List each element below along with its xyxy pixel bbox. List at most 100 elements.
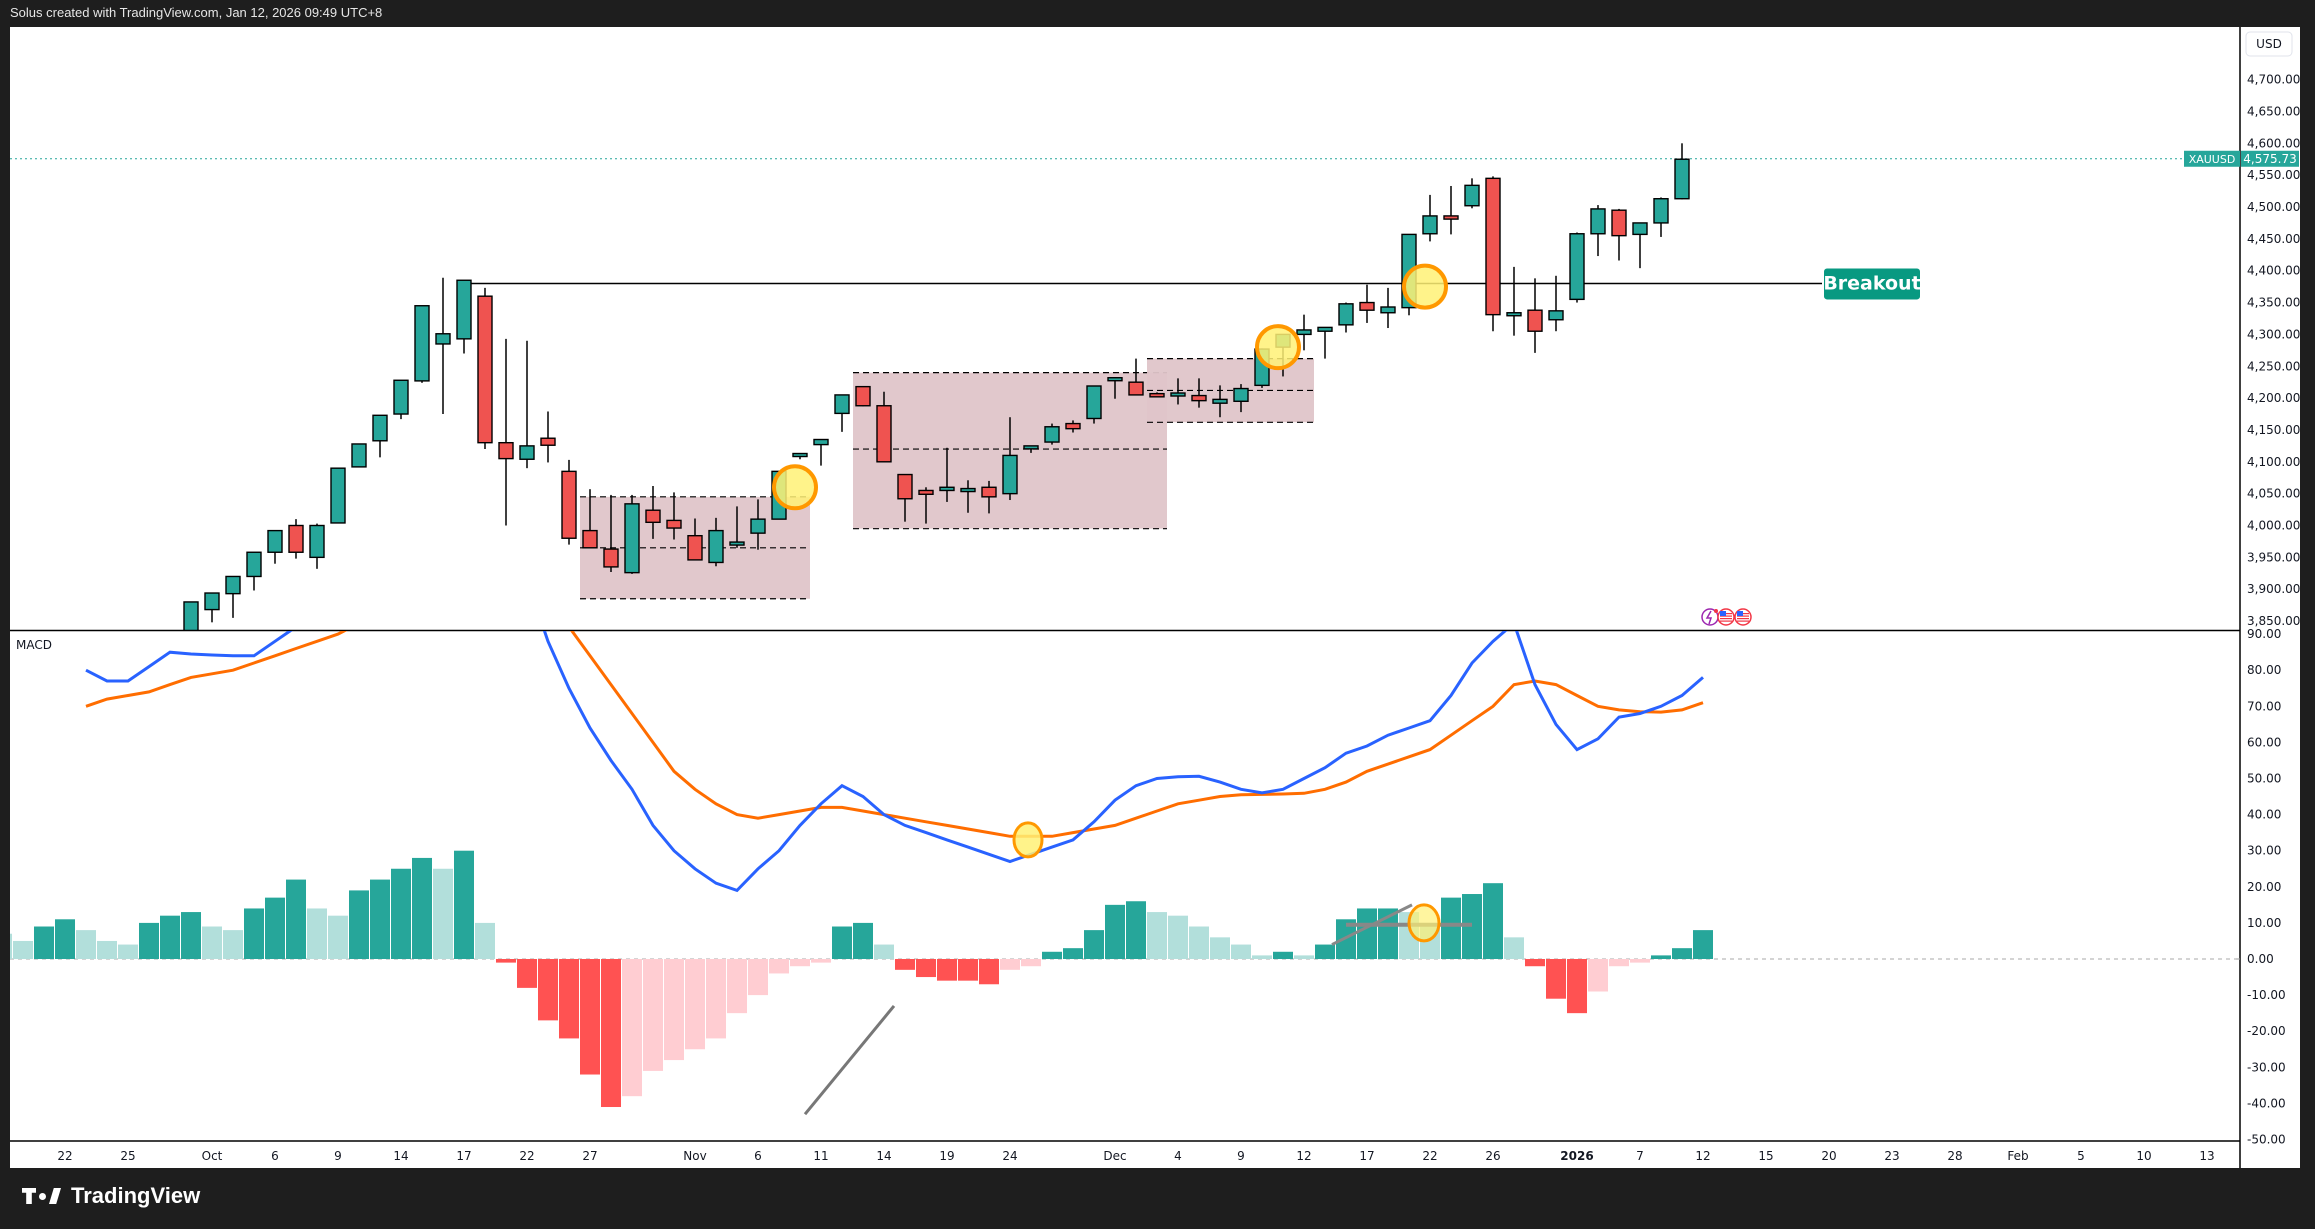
macd-pane-label: MACD bbox=[16, 638, 52, 652]
candle-body bbox=[750, 518, 766, 534]
currency-button[interactable] bbox=[2245, 31, 2293, 57]
macd-histogram-bar bbox=[223, 930, 243, 959]
macd-tick-label: 80.00 bbox=[2247, 663, 2281, 677]
candle bbox=[960, 480, 976, 513]
candle-body bbox=[855, 385, 871, 407]
time-tick-label: 14 bbox=[876, 1149, 891, 1163]
candle-body bbox=[1317, 326, 1333, 332]
flag-stripe bbox=[1737, 620, 1749, 622]
flag-stripe bbox=[1720, 620, 1732, 622]
candle-body bbox=[519, 445, 535, 460]
macd-histogram-bar bbox=[1105, 904, 1125, 959]
candle bbox=[1296, 314, 1312, 351]
macd-histogram-bar bbox=[160, 915, 180, 959]
chart-frame[interactable]: Breakout MACD USD 4,700.00 4,650.00 4,600.00 4… bbox=[10, 27, 2300, 1168]
candle bbox=[1023, 445, 1039, 453]
candle bbox=[729, 506, 745, 548]
candle-body bbox=[456, 279, 472, 340]
macd-histogram-bar bbox=[475, 922, 495, 959]
highlight-circle-marker bbox=[772, 464, 818, 511]
price-tick-label: 4,100.00 bbox=[2247, 455, 2300, 469]
macd-histogram-bar bbox=[811, 959, 831, 963]
histogram-trendline[interactable] bbox=[803, 1004, 896, 1116]
macd-histogram-bar bbox=[538, 959, 558, 1021]
macd-histogram-bar bbox=[34, 926, 54, 959]
candle-body bbox=[981, 486, 997, 498]
candle bbox=[1086, 385, 1102, 424]
time-tick-label: Feb bbox=[2007, 1149, 2028, 1163]
chart-caption: Solus created with TradingView.com, Jan … bbox=[10, 5, 383, 20]
time-tick-label: 7 bbox=[1636, 1149, 1644, 1163]
candle-body bbox=[1212, 398, 1228, 404]
price-tick-label: 4,350.00 bbox=[2247, 296, 2300, 310]
macd-histogram-bar bbox=[580, 959, 600, 1075]
candle bbox=[1170, 378, 1186, 405]
last-price-badge-bg bbox=[2241, 150, 2299, 167]
macd-pane[interactable] bbox=[10, 454, 2238, 1116]
candle-body bbox=[1044, 426, 1060, 443]
price-axis[interactable]: USD 4,700.00 4,650.00 4,600.00 4,550.00 4,500… bbox=[2245, 31, 2300, 628]
candle bbox=[918, 487, 934, 524]
macd-histogram-bar bbox=[1084, 930, 1104, 959]
macd-histogram-bar bbox=[1630, 959, 1650, 963]
time-tick-label: 17 bbox=[456, 1149, 471, 1163]
candle bbox=[1611, 208, 1627, 261]
candle-body bbox=[393, 379, 409, 415]
tradingview-brand-text: TradingView bbox=[71, 1183, 201, 1208]
last-price-badge: XAUUSD 4,575.73 bbox=[2184, 150, 2299, 167]
time-tick-label: 6 bbox=[271, 1149, 279, 1163]
macd-tick-label: 70.00 bbox=[2247, 699, 2281, 713]
breakout-label[interactable]: Breakout bbox=[1823, 268, 1921, 300]
macd-histogram-bar bbox=[706, 959, 726, 1039]
macd-tick-label: 60.00 bbox=[2247, 735, 2281, 749]
candle-body bbox=[708, 529, 724, 564]
macd-tick-label: 30.00 bbox=[2247, 844, 2281, 858]
candle-body bbox=[1296, 329, 1312, 336]
candle-body bbox=[1065, 422, 1081, 430]
macd-histogram-bar bbox=[601, 959, 621, 1108]
price-tick-label: 4,050.00 bbox=[2247, 487, 2300, 501]
macd-histogram-bar bbox=[1273, 951, 1293, 959]
macd-tick-label: -30.00 bbox=[2247, 1060, 2286, 1074]
macd-histogram-bar bbox=[1147, 912, 1167, 959]
macd-histogram-bar bbox=[454, 850, 474, 959]
macd-histogram-bar bbox=[1504, 937, 1524, 959]
candle bbox=[435, 277, 451, 415]
macd-histogram-bar bbox=[10, 933, 12, 959]
candle bbox=[1380, 287, 1396, 329]
highlight-circle-marker bbox=[1402, 263, 1448, 310]
tradingview-logo[interactable]: TradingView bbox=[22, 1183, 200, 1209]
price-pane[interactable] bbox=[10, 143, 2238, 691]
time-tick-label: Nov bbox=[683, 1149, 706, 1163]
candle bbox=[1212, 385, 1228, 418]
macd-axis[interactable]: 90.00 80.00 70.00 60.00 50.00 40.00 30.00 20.00… bbox=[2236, 627, 2286, 1147]
candle bbox=[100, 659, 114, 691]
macd-histogram-bar bbox=[517, 959, 537, 988]
chart-canvas[interactable]: Breakout MACD USD 4,700.00 4,650.00 4,600.00 4… bbox=[10, 27, 2300, 1168]
candle bbox=[393, 379, 409, 420]
candle-body bbox=[540, 437, 556, 446]
candle bbox=[1674, 143, 1690, 200]
macd-histogram-bar bbox=[1441, 897, 1461, 959]
candle-body bbox=[1191, 394, 1207, 402]
macd-histogram-bar bbox=[328, 915, 348, 959]
time-tick-label: 24 bbox=[1002, 1149, 1017, 1163]
price-tick-label: 4,250.00 bbox=[2247, 359, 2300, 373]
macd-histogram-bar bbox=[202, 926, 222, 959]
macd-histogram-bar bbox=[244, 908, 264, 959]
candle-body bbox=[729, 541, 745, 546]
candle bbox=[582, 489, 598, 549]
macd-histogram-bar bbox=[1000, 959, 1020, 970]
time-axis[interactable]: 22 25 Oct 6 9 14 17 22 27 Nov 6 11 14 19 24 Dec 4 9 12 17 22… bbox=[57, 1149, 2214, 1163]
candle bbox=[414, 305, 430, 383]
tradingview-logo-icon bbox=[22, 1188, 61, 1204]
time-tick-label: 14 bbox=[393, 1149, 408, 1163]
macd-histogram-bar bbox=[1210, 937, 1230, 959]
candle bbox=[183, 601, 199, 630]
candle-body bbox=[561, 470, 577, 539]
candle-body bbox=[624, 503, 640, 574]
candle bbox=[540, 411, 556, 463]
event-icons[interactable] bbox=[1701, 608, 1752, 626]
macd-histogram-bar bbox=[1189, 926, 1209, 959]
macd-histogram-bar bbox=[622, 959, 642, 1097]
